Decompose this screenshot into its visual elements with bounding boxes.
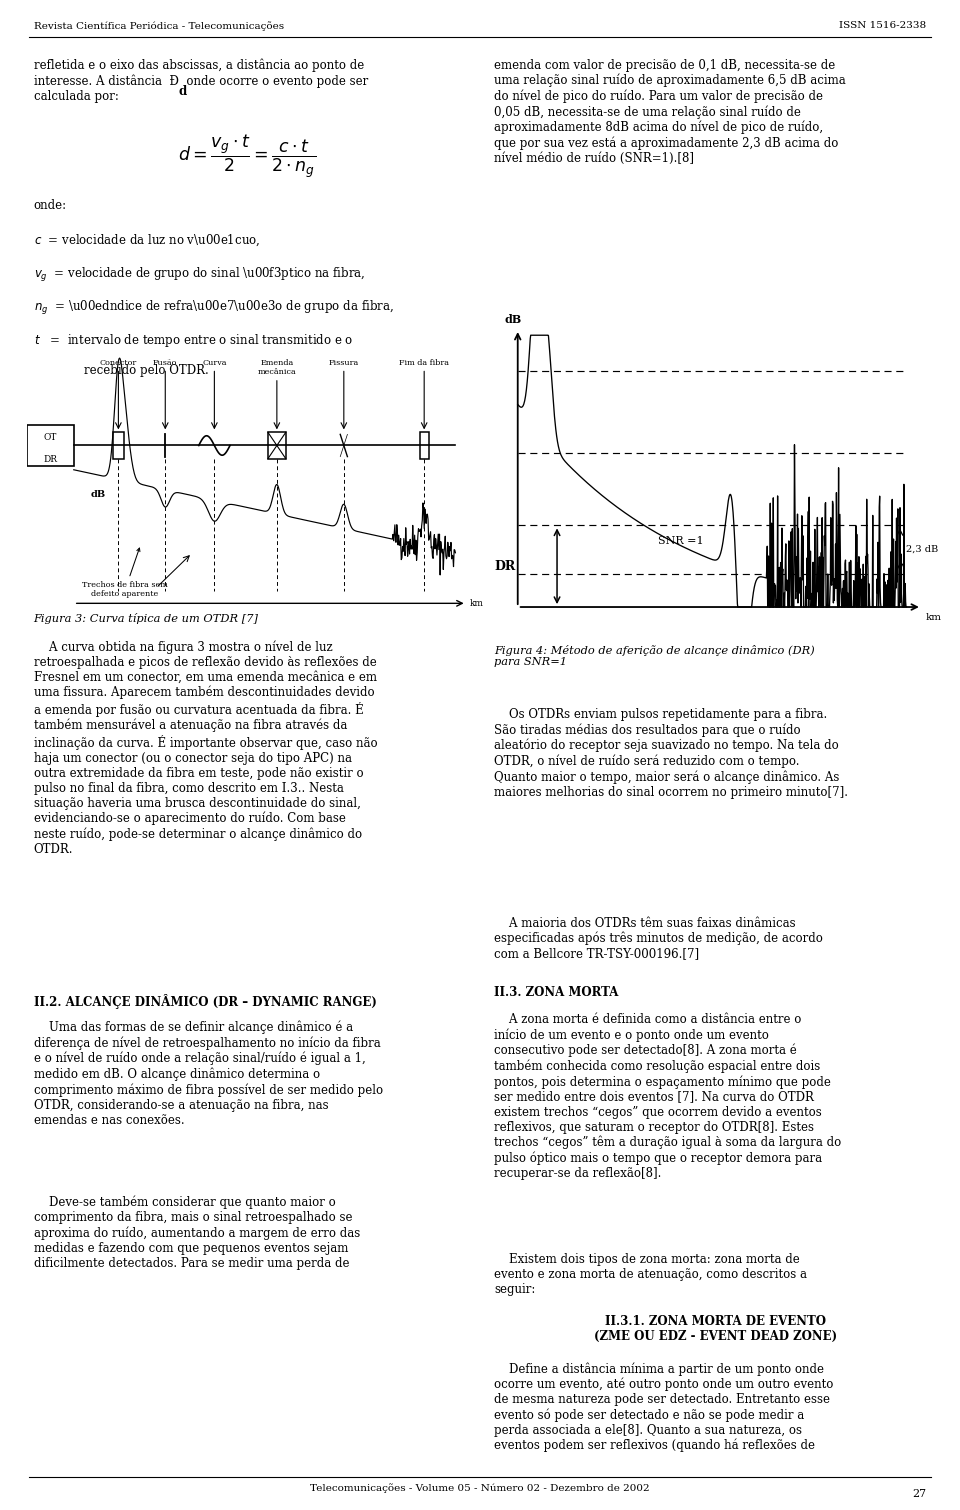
Text: II.2. ALCANÇE DINÂMICO (DR – DYNAMIC RANGE): II.2. ALCANÇE DINÂMICO (DR – DYNAMIC RAN…: [34, 994, 376, 1009]
Text: SNR =1: SNR =1: [658, 536, 703, 547]
Text: Fusão: Fusão: [153, 359, 178, 367]
Bar: [420, 432, 429, 459]
Text: Figura 4: Método de aferição de alcançe dinâmico (DR)
para SNR=1: Figura 4: Método de aferição de alcançe …: [494, 645, 815, 667]
Text: A curva obtida na figura 3 mostra o nível de luz
retroespalhada e picos de refle: A curva obtida na figura 3 mostra o níve…: [34, 640, 377, 856]
Text: $n_g$  = \u00edndice de refra\u00e7\u00e3o de grupo da fibra,: $n_g$ = \u00edndice de refra\u00e7\u00e3…: [34, 299, 394, 317]
Text: ISSN 1516-2338: ISSN 1516-2338: [839, 21, 926, 30]
Text: Fissura: Fissura: [328, 359, 359, 367]
Text: dB: dB: [90, 489, 106, 498]
Text: d: d: [178, 85, 186, 98]
Text: OT: OT: [43, 433, 57, 442]
Text: emenda com valor de precisão de 0,1 dB, necessita-se de
uma relação sinal ruído : emenda com valor de precisão de 0,1 dB, …: [494, 59, 846, 165]
Text: Emenda
mecânica: Emenda mecânica: [257, 359, 297, 376]
Text: km: km: [926, 613, 942, 622]
Text: $c$  = velocidade da luz no v\u00e1cuo,: $c$ = velocidade da luz no v\u00e1cuo,: [34, 233, 260, 248]
Text: Define a distância mínima a partir de um ponto onde
ocorre um evento, até outro : Define a distância mínima a partir de um…: [494, 1362, 834, 1453]
Bar: [113, 432, 124, 459]
Bar: [27, 424, 74, 467]
Text: 2,3 dB: 2,3 dB: [906, 545, 939, 554]
Text: DR: DR: [494, 560, 516, 572]
Text: Os OTDRs enviam pulsos repetidamente para a fibra.
São tiradas médias dos result: Os OTDRs enviam pulsos repetidamente par…: [494, 708, 849, 799]
Text: dB: dB: [505, 314, 522, 325]
Text: II.3.1. ZONA MORTA DE EVENTO
(ZME OU EDZ - EVENT DEAD ZONE): II.3.1. ZONA MORTA DE EVENTO (ZME OU EDZ…: [593, 1315, 837, 1344]
Text: Existem dois tipos de zona morta: zona morta de
evento e zona morta de atenuação: Existem dois tipos de zona morta: zona m…: [494, 1253, 807, 1296]
Text: $d = \dfrac{v_g \cdot t}{2} = \dfrac{c \cdot t}{2 \cdot n_g}$: $d = \dfrac{v_g \cdot t}{2} = \dfrac{c \…: [178, 133, 316, 180]
Text: Figura 3: Curva típica de um OTDR [7]: Figura 3: Curva típica de um OTDR [7]: [34, 613, 258, 624]
Text: $v_g$  = velocidade de grupo do sinal \u00f3ptico na fibra,: $v_g$ = velocidade de grupo do sinal \u0…: [34, 266, 365, 284]
Text: recebido pelo OTDR.: recebido pelo OTDR.: [84, 364, 208, 378]
Text: DR: DR: [43, 455, 58, 464]
Text: Telecomunicações - Volume 05 - Número 02 - Dezembro de 2002: Telecomunicações - Volume 05 - Número 02…: [310, 1483, 650, 1492]
Text: A zona morta é definida como a distância entre o
início de um evento e o ponto o: A zona morta é definida como a distância…: [494, 1013, 842, 1179]
Text: refletida e o eixo das abscissas, a distância ao ponto de
interesse. A distância: refletida e o eixo das abscissas, a dist…: [34, 59, 368, 103]
Text: Trechos de fibra sem
defeito aparente: Trechos de fibra sem defeito aparente: [83, 548, 168, 598]
Text: Fim da fibra: Fim da fibra: [399, 359, 449, 367]
Text: Deve-se também considerar que quanto maior o
comprimento da fibra, mais o sinal : Deve-se também considerar que quanto mai…: [34, 1196, 360, 1270]
Text: 27: 27: [912, 1489, 926, 1499]
Text: A maioria dos OTDRs têm suas faixas dinâmicas
especificadas após três minutos de: A maioria dos OTDRs têm suas faixas dinâ…: [494, 917, 824, 960]
Text: Curva: Curva: [203, 359, 227, 367]
Bar: [268, 432, 286, 459]
Text: $t$   =  intervalo de tempo entre o sinal transmitido e o: $t$ = intervalo de tempo entre o sinal t…: [34, 332, 353, 349]
Text: Conector: Conector: [100, 359, 137, 367]
Text: II.3. ZONA MORTA: II.3. ZONA MORTA: [494, 986, 619, 1000]
Text: Uma das formas de se definir alcançe dinâmico é a
diferença de nível de retroesp: Uma das formas de se definir alcançe din…: [34, 1021, 383, 1126]
Text: Revista Científica Periódica - Telecomunicações: Revista Científica Periódica - Telecomun…: [34, 21, 284, 30]
Text: onde:: onde:: [34, 199, 67, 213]
Text: km: km: [469, 599, 484, 609]
